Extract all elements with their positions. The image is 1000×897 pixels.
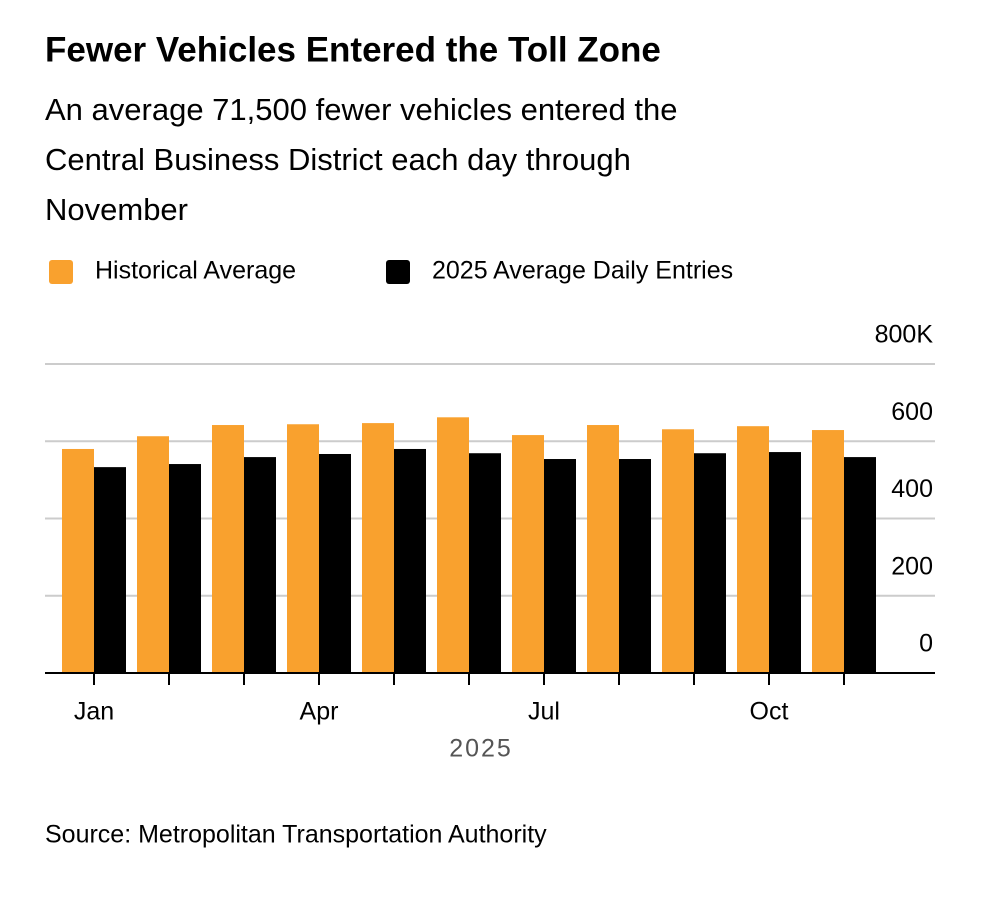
bar [319, 453, 351, 673]
x-axis-label: 2025 [449, 735, 513, 763]
bar [362, 423, 394, 673]
y-tick-label: 200 [891, 552, 933, 580]
legend-label: Historical Average [95, 257, 296, 285]
x-tick-label: Apr [300, 698, 339, 726]
bar [469, 453, 501, 673]
bar [619, 459, 651, 673]
y-tick-label: 0 [919, 630, 933, 658]
chart-subtitle: November [45, 192, 188, 227]
chart-subtitle: An average 71,500 fewer vehicles entered… [45, 92, 677, 127]
bar [437, 417, 469, 673]
legend-swatch [49, 260, 73, 284]
bar [62, 448, 94, 673]
bar [769, 452, 801, 673]
y-tick-label: 600 [891, 398, 933, 426]
bar [737, 426, 769, 673]
bar [212, 425, 244, 673]
x-tick-label: Jan [74, 698, 114, 726]
x-tick-label: Jul [528, 698, 560, 726]
bar [287, 424, 319, 673]
x-tick-label: Oct [750, 698, 789, 726]
bar [812, 430, 844, 673]
bar [394, 448, 426, 673]
bar [662, 429, 694, 673]
bar [137, 436, 169, 673]
bar [94, 467, 126, 673]
bar [544, 459, 576, 673]
y-tick-label: 400 [891, 475, 933, 503]
bar [244, 457, 276, 673]
legend-swatch [386, 260, 410, 284]
y-tick-label: 800K [875, 321, 934, 349]
legend-label: 2025 Average Daily Entries [432, 257, 733, 285]
chart-subtitle: Central Business District each day throu… [45, 142, 631, 177]
source: Source: Metropolitan Transportation Auth… [45, 821, 547, 849]
bar [169, 464, 201, 673]
chart-title: Fewer Vehicles Entered the Toll Zone [45, 30, 661, 69]
bar [587, 425, 619, 673]
bar [694, 453, 726, 673]
bar [844, 457, 876, 673]
bar [512, 435, 544, 673]
